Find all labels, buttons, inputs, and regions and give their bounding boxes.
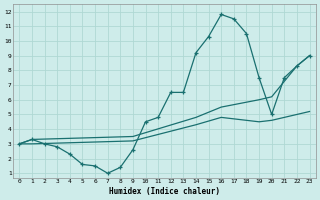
X-axis label: Humidex (Indice chaleur): Humidex (Indice chaleur): [109, 187, 220, 196]
